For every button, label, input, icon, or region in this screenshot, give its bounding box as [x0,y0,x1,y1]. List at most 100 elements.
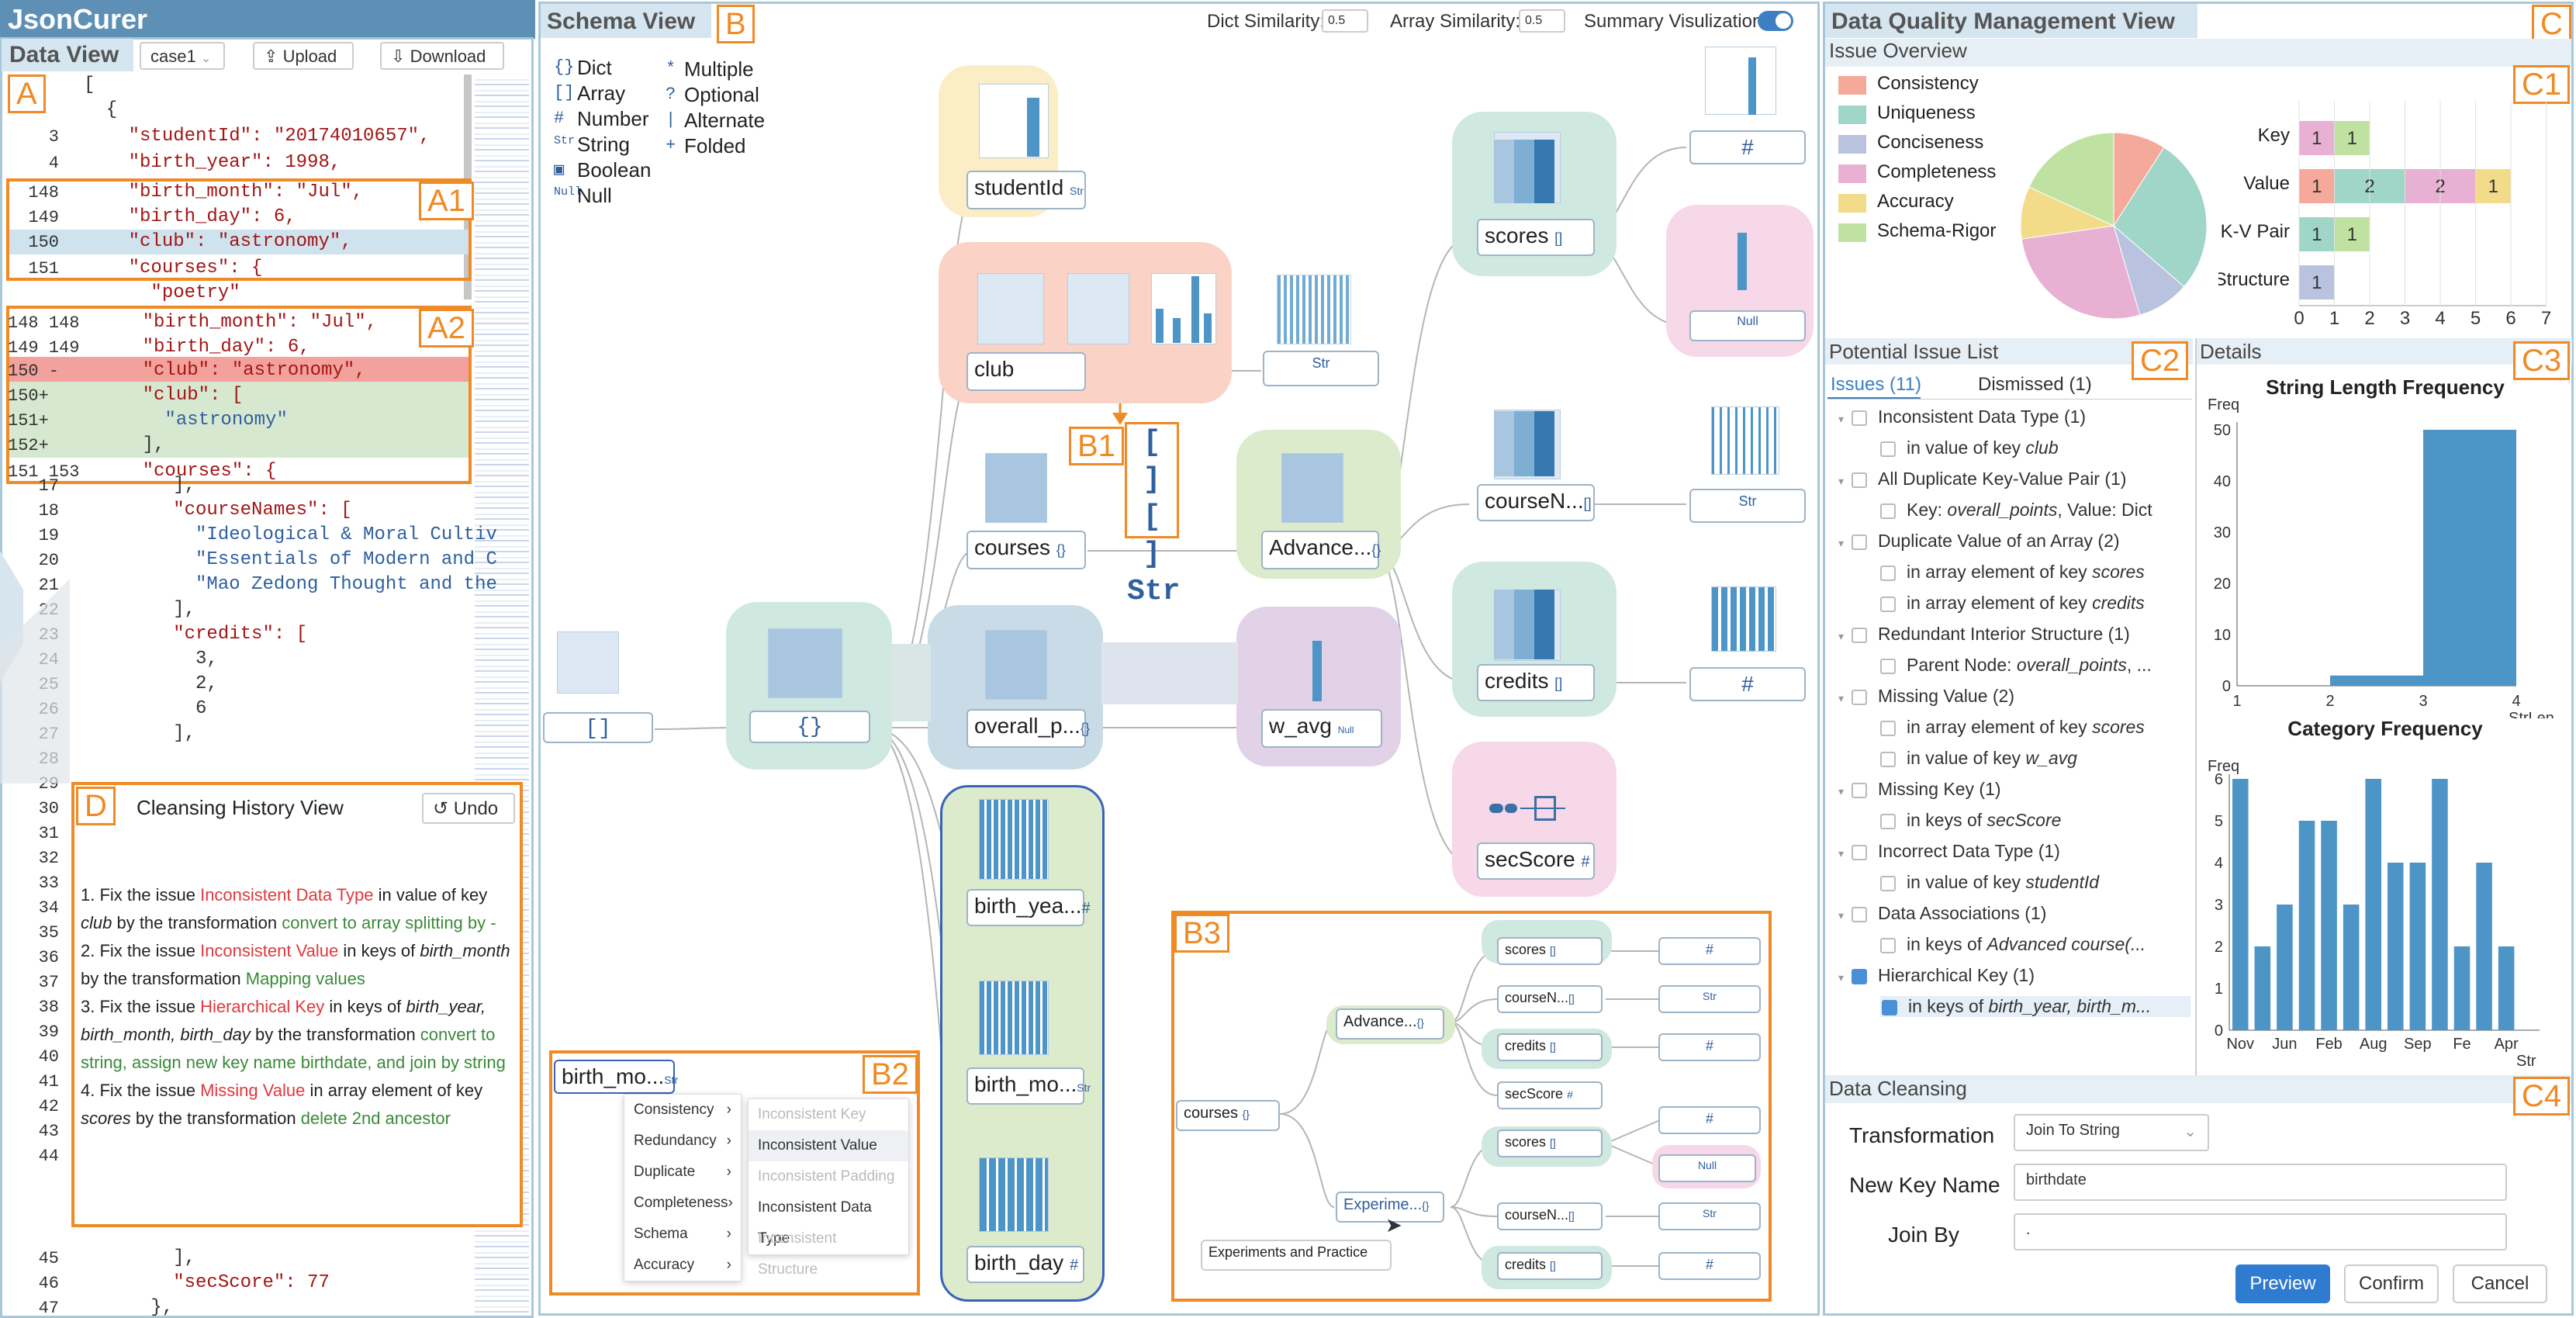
issue-row[interactable]: in value of key studentId [1880,872,2099,893]
b3-node-credits2[interactable]: credits [] [1497,1252,1603,1280]
menu-item[interactable]: Redundancy › [624,1126,741,1157]
dict-sim-input[interactable]: 0.5 [1322,9,1368,33]
category-bar[interactable] [2365,779,2381,1030]
issue-row[interactable]: Parent Node: overall_points, ... [1880,655,2152,676]
submenu-item[interactable]: Inconsistent Value [749,1130,908,1161]
category-bar[interactable] [2343,905,2360,1030]
issue-row[interactable]: in keys of birth_year, birth_m... [1880,996,2190,1017]
node-birth-month[interactable]: birth_mo...Str [966,1067,1091,1105]
b3-node-num1[interactable]: # [1658,937,1761,965]
summary-toggle[interactable] [1758,11,1793,31]
expand-caret-icon[interactable]: ▾ [1838,692,1845,704]
expand-caret-icon[interactable]: ▾ [1838,971,1845,984]
b3-node-coursen2[interactable]: courseN...[] [1497,1202,1603,1230]
node-str-club[interactable]: Str [1263,351,1379,386]
issue-row[interactable]: ▾ Inconsistent Data Type (1) [1838,406,2086,427]
newkey-input[interactable]: birthdate [2014,1164,2507,1201]
issue-checkbox[interactable] [1880,441,1896,457]
b3-node-str1[interactable]: Str [1658,985,1761,1013]
issue-checkbox[interactable] [1882,999,1897,1015]
array-sim-input[interactable]: 0.5 [1519,9,1565,33]
node-num-scores[interactable]: # [1689,130,1806,164]
issue-row[interactable]: in keys of secScore [1880,810,2061,831]
download-button[interactable]: ⇩ Download [380,42,504,70]
b3-node-credits[interactable]: credits [] [1497,1033,1603,1061]
issue-row[interactable]: ▾ Incorrect Data Type (1) [1838,841,2060,862]
issue-checkbox[interactable] [1880,565,1896,581]
node-root-dict[interactable]: {} [749,711,870,743]
issue-row[interactable]: ▾ Hierarchical Key (1) [1838,965,2035,986]
node-advance[interactable]: Advance...{} [1261,531,1381,569]
category-bar[interactable] [2432,779,2448,1030]
category-bar[interactable] [2321,821,2337,1030]
issue-row[interactable]: ▾ All Duplicate Key-Value Pair (1) [1838,469,2126,489]
menu-item[interactable]: Accuracy › [624,1250,741,1281]
node-credits[interactable]: credits [] [1477,664,1595,701]
cancel-button[interactable]: Cancel [2453,1264,2547,1303]
node-null-scores[interactable]: Null [1689,310,1806,341]
issue-row[interactable]: in keys of Advanced course(... [1880,934,2146,955]
stack-segment[interactable] [2334,121,2370,155]
category-bar[interactable] [2453,946,2471,1030]
expand-caret-icon[interactable]: ▾ [1838,847,1845,860]
b3-node-scores2[interactable]: scores [] [1497,1129,1603,1157]
category-bar[interactable] [2388,863,2404,1030]
issue-row[interactable]: in array element of key scores [1880,717,2145,738]
issue-type-submenu[interactable]: Inconsistent Key Inconsistent Value Incons… [748,1098,909,1278]
b3-node-num4[interactable]: # [1658,1252,1761,1280]
undo-button[interactable]: ↺ Undo [422,793,515,824]
issue-row[interactable]: ▾ Redundant Interior Structure (1) [1838,624,2130,645]
node-root-array[interactable]: [] [543,712,653,743]
b3-node-scores[interactable]: scores [] [1497,937,1603,965]
category-bar[interactable] [2298,821,2315,1030]
category-bar[interactable] [2409,863,2426,1030]
tab-issues[interactable]: Issues (11) [1831,374,1921,395]
stack-segment[interactable] [2299,217,2335,251]
node-birth-year[interactable]: birth_yea...# [966,889,1091,926]
node-overall[interactable]: overall_p...{} [966,709,1090,748]
expand-caret-icon[interactable]: ▾ [1838,785,1845,797]
issue-checkbox[interactable] [1852,844,1868,860]
histogram-bar[interactable] [2423,430,2516,686]
histogram-bar[interactable] [2330,675,2423,686]
b3-node-str2[interactable]: Str [1658,1202,1761,1230]
stack-segment[interactable] [2299,265,2335,299]
issue-row[interactable]: in value of key club [1880,438,2059,458]
issue-checkbox[interactable] [1880,813,1896,829]
submenu-item[interactable]: Inconsistent Data Type [758,1199,872,1247]
pie-slice[interactable] [2021,225,2141,320]
stack-segment[interactable] [2299,169,2335,203]
issue-row[interactable]: Key: overall_points, Value: Dict [1880,500,2152,521]
b3-node-null[interactable]: Null [1658,1154,1756,1182]
stack-segment[interactable] [2475,169,2512,203]
node-secscore[interactable]: secScore # [1477,842,1595,880]
issue-row[interactable]: ▾ Missing Value (2) [1838,686,2014,707]
upload-button[interactable]: ⇪ Upload [253,42,354,70]
b2-node-birth-month[interactable]: birth_mo...Str [554,1060,678,1094]
issue-checkbox[interactable] [1852,782,1868,798]
issue-checkbox[interactable] [1852,906,1868,922]
node-w-avg[interactable]: w_avg Null [1261,709,1382,748]
node-courses[interactable]: courses {} [966,531,1086,569]
issue-category-menu[interactable]: Consistency › Redundancy › Duplicate › Complet… [624,1094,742,1282]
issue-checkbox[interactable] [1852,627,1868,643]
expand-caret-icon[interactable]: ▾ [1838,413,1845,425]
node-num-credits[interactable]: # [1689,667,1806,701]
submenu-item[interactable]: Inconsistent Structure [758,1230,837,1278]
stack-segment[interactable] [2299,121,2335,155]
node-str-coursen[interactable]: Str [1689,489,1806,523]
node-club[interactable]: club [966,352,1086,391]
expand-caret-icon[interactable]: ▾ [1838,909,1845,922]
node-scores[interactable]: scores [] [1477,219,1595,256]
preview-button[interactable]: Preview [2235,1264,2330,1303]
issue-checkbox[interactable] [1852,410,1868,426]
issue-row[interactable]: ▾ Missing Key (1) [1838,779,2001,800]
issue-checkbox[interactable] [1880,875,1896,891]
issue-checkbox[interactable] [1852,968,1868,984]
b3-node-advance[interactable]: Advance...{} [1336,1008,1444,1040]
issue-checkbox[interactable] [1880,658,1896,674]
tab-dismissed[interactable]: Dismissed (1) [1978,374,2092,395]
category-bar[interactable] [2232,779,2249,1030]
issue-row[interactable]: in value of key w_avg [1880,748,2077,769]
issue-checkbox[interactable] [1880,503,1896,519]
